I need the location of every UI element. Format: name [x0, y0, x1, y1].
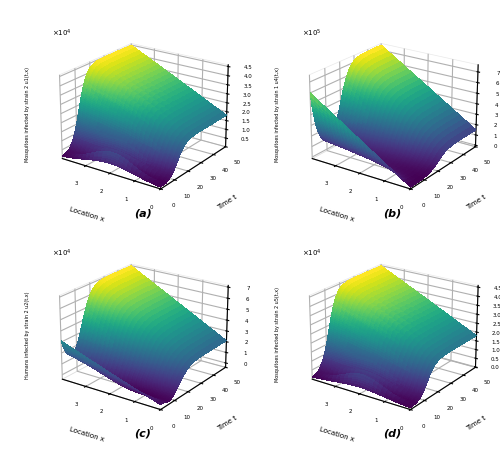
Text: Humans infected by strain 2 u2(t,x): Humans infected by strain 2 u2(t,x)	[26, 291, 30, 379]
Text: Mosquitoes infected by strain 2 u1(t,x): Mosquitoes infected by strain 2 u1(t,x)	[26, 67, 30, 162]
X-axis label: Location x: Location x	[318, 206, 354, 222]
Y-axis label: Time t: Time t	[216, 415, 238, 432]
Y-axis label: Time t: Time t	[466, 415, 487, 432]
Text: $\times10^4$: $\times10^4$	[52, 248, 72, 259]
Text: $\times10^5$: $\times10^5$	[302, 27, 322, 39]
X-axis label: Location x: Location x	[318, 426, 354, 443]
X-axis label: Location x: Location x	[68, 426, 104, 443]
Text: $\times10^4$: $\times10^4$	[52, 27, 72, 39]
Text: (c): (c)	[134, 429, 151, 439]
Text: (b): (b)	[384, 208, 402, 218]
Text: (a): (a)	[134, 208, 152, 218]
X-axis label: Location x: Location x	[68, 206, 104, 222]
Text: (d): (d)	[384, 429, 402, 439]
Y-axis label: Time t: Time t	[466, 194, 487, 211]
Y-axis label: Time t: Time t	[216, 194, 238, 211]
Text: Mosquitoes infected by strain 2 u5(t,x): Mosquitoes infected by strain 2 u5(t,x)	[275, 287, 280, 382]
Text: $\times10^4$: $\times10^4$	[302, 248, 322, 259]
Text: Mosquitoes infected by strain 1 u4(t,x): Mosquitoes infected by strain 1 u4(t,x)	[275, 67, 280, 162]
